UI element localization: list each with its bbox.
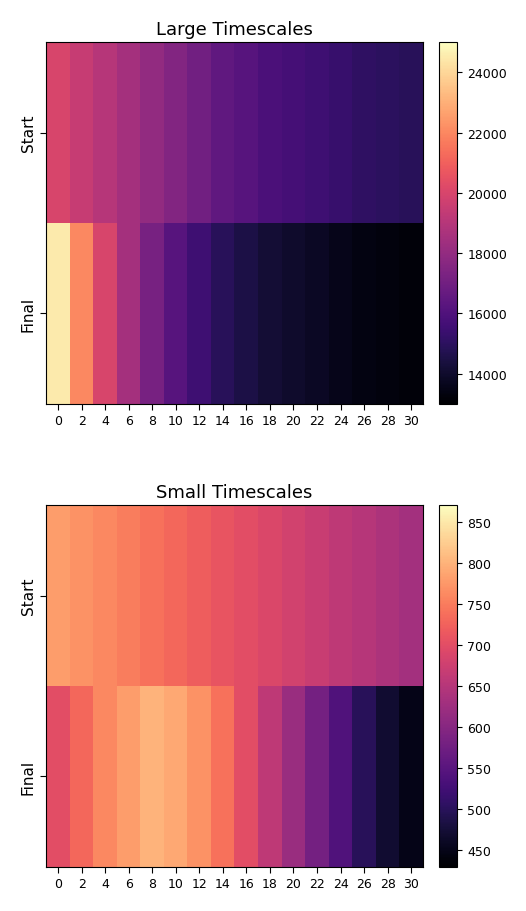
- Title: Large Timescales: Large Timescales: [156, 21, 313, 39]
- Title: Small Timescales: Small Timescales: [156, 483, 313, 501]
